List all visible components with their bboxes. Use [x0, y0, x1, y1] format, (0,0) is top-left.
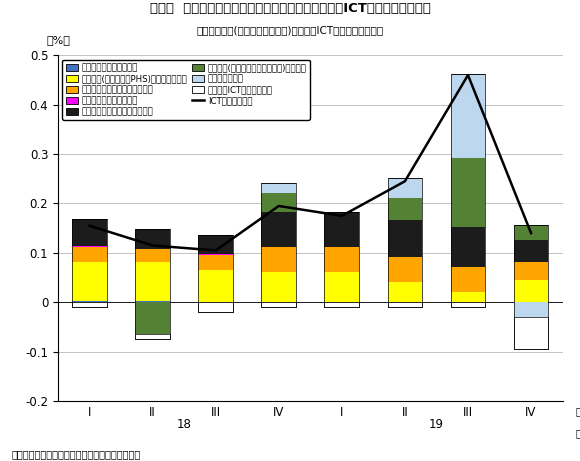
Bar: [387, 220, 422, 257]
Bar: [451, 227, 485, 267]
Bar: [324, 247, 359, 248]
Bar: [198, 302, 233, 312]
Bar: [514, 240, 549, 262]
Bar: [198, 235, 233, 312]
Text: （出所）総務省「家計消費状況調査」より作成。: （出所）総務省「家計消費状況調査」より作成。: [12, 449, 141, 459]
Bar: [198, 255, 233, 270]
Bar: [324, 302, 359, 307]
Bar: [262, 183, 296, 307]
Bar: [324, 213, 359, 247]
Bar: [387, 257, 422, 282]
Bar: [135, 229, 170, 339]
Bar: [514, 262, 549, 279]
Bar: [262, 248, 296, 272]
Bar: [262, 247, 296, 248]
Bar: [514, 225, 549, 349]
Bar: [262, 213, 296, 247]
Bar: [324, 248, 359, 272]
Bar: [198, 254, 233, 255]
Bar: [387, 178, 422, 307]
Bar: [135, 262, 170, 301]
Bar: [72, 219, 107, 247]
Bar: [324, 213, 359, 307]
Bar: [387, 282, 422, 302]
Legend: 固定電話使用料・寄与度, 移動電話(携帯電話・PHS)使用料・寄与度, インターネット接続料・寄与度, 民間放送受信料・寄与度, 移動電話他の通信機器・寄与度,: 固定電話使用料・寄与度, 移動電話(携帯電話・PHS)使用料・寄与度, インター…: [62, 59, 310, 120]
Bar: [198, 235, 233, 254]
Bar: [72, 247, 107, 262]
Text: 19: 19: [429, 419, 444, 431]
Bar: [135, 302, 170, 334]
Text: 家計消費支出(家計消費状況調査)に占めるICT関連消費の寄与度: 家計消費支出(家計消費状況調査)に占めるICT関連消費の寄与度: [197, 25, 383, 35]
Bar: [262, 272, 296, 302]
Text: （年）: （年）: [575, 428, 580, 438]
Bar: [387, 198, 422, 220]
Bar: [451, 74, 485, 158]
Bar: [198, 270, 233, 302]
Bar: [514, 302, 549, 317]
Bar: [72, 262, 107, 301]
Bar: [451, 292, 485, 302]
Bar: [514, 279, 549, 302]
Text: （%）: （%）: [46, 35, 70, 46]
Bar: [262, 193, 296, 213]
Text: 18: 18: [177, 419, 191, 431]
Bar: [514, 317, 549, 349]
Bar: [72, 219, 107, 307]
Bar: [451, 302, 485, 307]
Bar: [262, 302, 296, 307]
Bar: [135, 249, 170, 262]
Bar: [72, 301, 107, 302]
Bar: [262, 183, 296, 193]
Text: 図表６  家計消費支出（家計消費状況調査）に占めるICT関連消費の寄与度: 図表６ 家計消費支出（家計消費状況調査）に占めるICT関連消費の寄与度: [150, 2, 430, 15]
Bar: [387, 178, 422, 198]
Text: （期）: （期）: [575, 406, 580, 416]
Bar: [135, 229, 170, 249]
Bar: [451, 74, 485, 307]
Bar: [451, 158, 485, 227]
Bar: [135, 301, 170, 302]
Bar: [72, 302, 107, 307]
Bar: [451, 267, 485, 292]
Bar: [324, 272, 359, 302]
Bar: [387, 302, 422, 307]
Bar: [514, 225, 549, 240]
Bar: [135, 334, 170, 339]
